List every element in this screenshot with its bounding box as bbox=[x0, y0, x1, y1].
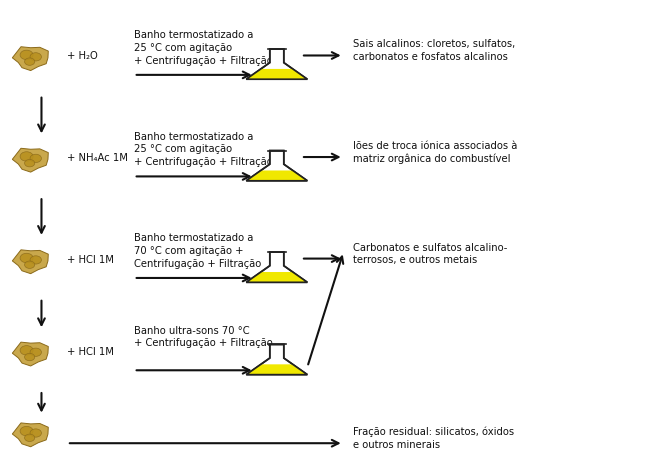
Polygon shape bbox=[246, 69, 308, 79]
Circle shape bbox=[25, 58, 35, 65]
Text: + NH₄Ac 1M: + NH₄Ac 1M bbox=[67, 153, 128, 163]
Polygon shape bbox=[12, 423, 48, 447]
Polygon shape bbox=[12, 47, 48, 71]
Text: Carbonatos e sulfatos alcalino-
terrosos, e outros metais: Carbonatos e sulfatos alcalino- terrosos… bbox=[353, 243, 508, 265]
Polygon shape bbox=[246, 49, 308, 79]
Text: Fração residual: silicatos, óxidos
e outros minerais: Fração residual: silicatos, óxidos e out… bbox=[353, 427, 514, 450]
Text: Sais alcalinos: cloretos, sulfatos,
carbonatos e fosfatos alcalinos: Sais alcalinos: cloretos, sulfatos, carb… bbox=[353, 40, 515, 62]
Circle shape bbox=[30, 429, 42, 437]
Polygon shape bbox=[246, 272, 308, 282]
Text: Banho ultra-sons 70 °C
+ Centrifugação + Filtração: Banho ultra-sons 70 °C + Centrifugação +… bbox=[134, 325, 273, 349]
Circle shape bbox=[20, 426, 33, 436]
Polygon shape bbox=[12, 148, 48, 172]
Text: Iões de troca iónica associados à
matriz orgânica do combustível: Iões de troca iónica associados à matriz… bbox=[353, 141, 517, 164]
Circle shape bbox=[25, 353, 35, 361]
Text: + HCl 1M: + HCl 1M bbox=[67, 347, 114, 357]
Circle shape bbox=[20, 152, 33, 161]
Circle shape bbox=[30, 256, 42, 264]
Circle shape bbox=[20, 50, 33, 60]
Circle shape bbox=[20, 346, 33, 355]
Circle shape bbox=[20, 253, 33, 263]
Text: + HCl 1M: + HCl 1M bbox=[67, 254, 114, 265]
Text: Banho termostatizado a
70 °C com agitação +
Centrifugação + Filtração: Banho termostatizado a 70 °C com agitaçã… bbox=[134, 233, 261, 269]
Circle shape bbox=[25, 160, 35, 167]
Polygon shape bbox=[12, 250, 48, 274]
Polygon shape bbox=[246, 365, 308, 374]
Circle shape bbox=[30, 53, 42, 61]
Circle shape bbox=[25, 261, 35, 268]
Polygon shape bbox=[246, 151, 308, 181]
Circle shape bbox=[30, 154, 42, 162]
Polygon shape bbox=[12, 342, 48, 366]
Polygon shape bbox=[246, 344, 308, 374]
Text: Banho termostatizado a
25 °C com agitação
+ Centrifugação + Filtração: Banho termostatizado a 25 °C com agitaçã… bbox=[134, 30, 273, 65]
Circle shape bbox=[30, 348, 42, 357]
Polygon shape bbox=[246, 171, 308, 181]
Polygon shape bbox=[246, 252, 308, 282]
Circle shape bbox=[25, 434, 35, 441]
Text: Banho termostatizado a
25 °C com agitação
+ Centrifugação + Filtração: Banho termostatizado a 25 °C com agitaçã… bbox=[134, 131, 273, 167]
Text: + H₂O: + H₂O bbox=[67, 51, 97, 61]
